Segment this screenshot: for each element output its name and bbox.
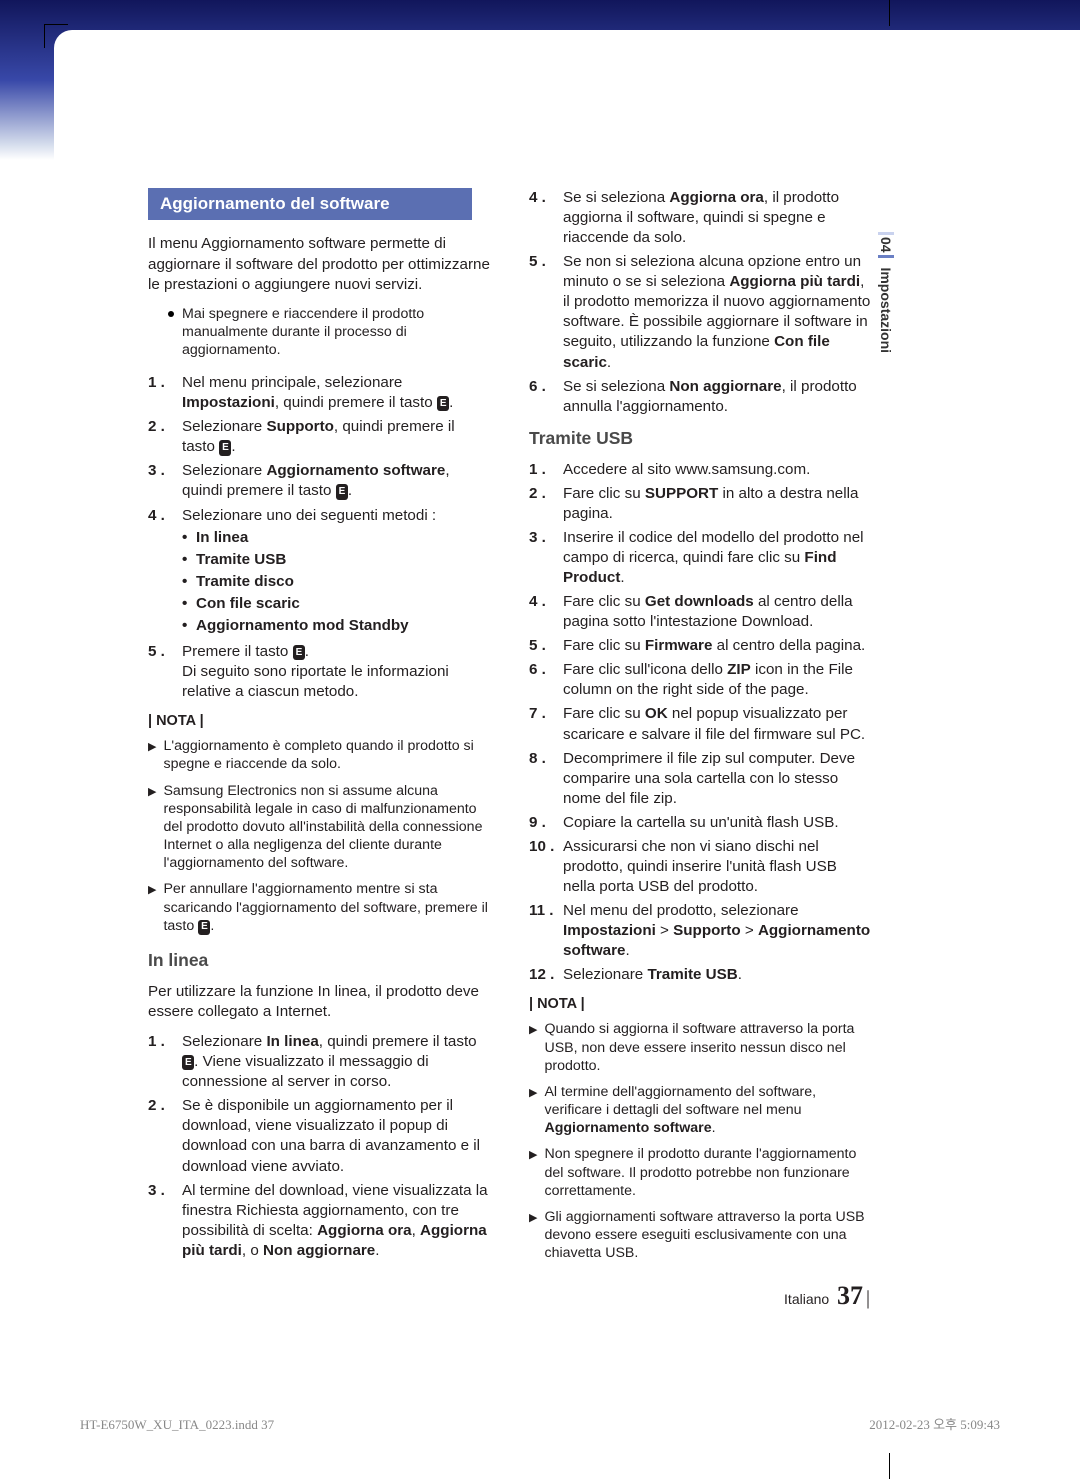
list-item: ▶Al termine dell'aggiornamento del softw…: [529, 1083, 872, 1138]
triangle-icon: ▶: [148, 785, 156, 873]
triangle-icon: ▶: [529, 1086, 537, 1138]
document-page: 04 Impostazioni Aggiornamento del softwa…: [0, 0, 1080, 1479]
inlinea-intro: Per utilizzare la funzione In linea, il …: [148, 982, 491, 1022]
list-item: 3 .Inserire il codice del modello del pr…: [529, 528, 872, 588]
triangle-icon: ▶: [529, 1148, 537, 1200]
list-item: Tramite disco: [182, 572, 491, 592]
list-item: 2 .Fare clic su SUPPORT in alto a destra…: [529, 484, 872, 524]
list-item: 10 .Assicurarsi che non vi siano dischi …: [529, 837, 872, 897]
list-item: ▶Gli aggiornamenti software attraverso l…: [529, 1208, 872, 1263]
inlinea-steps-continued: 4 .Se si seleziona Aggiorna ora, il prod…: [529, 188, 872, 417]
enter-icon: E: [336, 484, 348, 499]
list-item: 4 .Se si seleziona Aggiorna ora, il prod…: [529, 188, 872, 248]
triangle-icon: ▶: [529, 1211, 537, 1263]
subsection-heading: Tramite USB: [529, 427, 872, 450]
list-item: 3 .Al termine del download, viene visual…: [148, 1181, 491, 1261]
main-steps-list: 1 .Nel menu principale, selezionare Impo…: [148, 373, 491, 702]
list-item: Aggiornamento mod Standby: [182, 616, 491, 636]
list-item: 8 .Decomprimere il file zip sul computer…: [529, 749, 872, 809]
enter-icon: E: [293, 645, 305, 660]
warning-text: Mai spegnere e riaccendere il prodotto m…: [182, 305, 491, 360]
left-column: Aggiornamento del software Il menu Aggio…: [148, 188, 491, 1276]
print-footer-right: 2012-02-23 오후 5:09:43: [869, 1414, 1000, 1433]
list-item: 1 .Accedere al sito www.samsung.com.: [529, 460, 872, 480]
list-item: 7 .Fare clic su OK nel popup visualizzat…: [529, 704, 872, 744]
nota-list: ▶L'aggiornamento è completo quando il pr…: [148, 737, 491, 935]
usb-steps: 1 .Accedere al sito www.samsung.com. 2 .…: [529, 460, 872, 986]
triangle-icon: ▶: [148, 883, 156, 935]
list-item: 5 .Premere il tasto E. Di seguito sono r…: [148, 642, 491, 702]
intro-paragraph: Il menu Aggiornamento software permette …: [148, 234, 491, 294]
list-item: ▶Quando si aggiorna il software attraver…: [529, 1020, 872, 1075]
list-item: 1 .Selezionare In linea, quindi premere …: [148, 1032, 491, 1092]
list-item: 3 .Selezionare Aggiornamento software, q…: [148, 461, 491, 501]
nota-label: | NOTA |: [148, 712, 491, 731]
list-item: 1 .Nel menu principale, selezionare Impo…: [148, 373, 491, 413]
list-item: 2 .Se è disponibile un aggiornamento per…: [148, 1096, 491, 1176]
chapter-side-tab: 04 Impostazioni: [878, 232, 894, 353]
page-footer: Italiano 37|: [784, 1281, 870, 1311]
crop-mark: [44, 24, 68, 48]
page-number: 37: [837, 1281, 863, 1310]
crop-mark: [889, 0, 890, 26]
list-item: 6 .Fare clic sull'icona dello ZIP icon i…: [529, 660, 872, 700]
footer-language: Italiano: [784, 1291, 829, 1307]
list-item: ▶Samsung Electronics non si assume alcun…: [148, 782, 491, 873]
list-item: Tramite USB: [182, 550, 491, 570]
warning-note: Mai spegnere e riaccendere il prodotto m…: [148, 305, 491, 360]
subsection-heading: In linea: [148, 949, 491, 972]
list-item: 9 .Copiare la cartella su un'unità flash…: [529, 813, 872, 833]
list-item: Con file scaric: [182, 594, 491, 614]
nota-label: | NOTA |: [529, 995, 872, 1014]
list-item: 5 .Fare clic su Firmware al centro della…: [529, 636, 872, 656]
list-item: ▶Non spegnere il prodotto durante l'aggi…: [529, 1145, 872, 1200]
triangle-icon: ▶: [529, 1023, 537, 1075]
list-item: 5 .Se non si seleziona alcuna opzione en…: [529, 252, 872, 372]
list-item: ▶Per annullare l'aggiornamento mentre si…: [148, 880, 491, 935]
enter-icon: E: [437, 396, 449, 411]
triangle-icon: ▶: [148, 740, 156, 773]
list-item: 6 .Se si seleziona Non aggiornare, il pr…: [529, 377, 872, 417]
list-item: In linea: [182, 528, 491, 548]
chapter-title: Impostazioni: [878, 267, 894, 353]
list-item: 2 .Selezionare Supporto, quindi premere …: [148, 417, 491, 457]
list-item: 12 .Selezionare Tramite USB.: [529, 965, 872, 985]
bullet-icon: [168, 311, 174, 317]
list-item: ▶L'aggiornamento è completo quando il pr…: [148, 737, 491, 773]
print-footer-left: HT-E6750W_XU_ITA_0223.indd 37: [80, 1417, 274, 1433]
nota-list: ▶Quando si aggiorna il software attraver…: [529, 1020, 872, 1262]
section-heading: Aggiornamento del software: [148, 188, 472, 220]
enter-icon: E: [219, 440, 231, 455]
inlinea-steps: 1 .Selezionare In linea, quindi premere …: [148, 1032, 491, 1261]
crop-mark: [889, 1453, 890, 1479]
enter-icon: E: [182, 1055, 194, 1070]
enter-icon: E: [198, 920, 210, 935]
content-columns: Aggiornamento del software Il menu Aggio…: [148, 188, 872, 1276]
list-item: 4 .Fare clic su Get downloads al centro …: [529, 592, 872, 632]
method-options: In linea Tramite USB Tramite disco Con f…: [182, 528, 491, 636]
list-item: 11 .Nel menu del prodotto, selezionare I…: [529, 901, 872, 961]
list-item: 4 . Selezionare uno dei seguenti metodi …: [148, 506, 491, 638]
chapter-number: 04: [878, 232, 894, 258]
right-column: 4 .Se si seleziona Aggiorna ora, il prod…: [529, 188, 872, 1276]
